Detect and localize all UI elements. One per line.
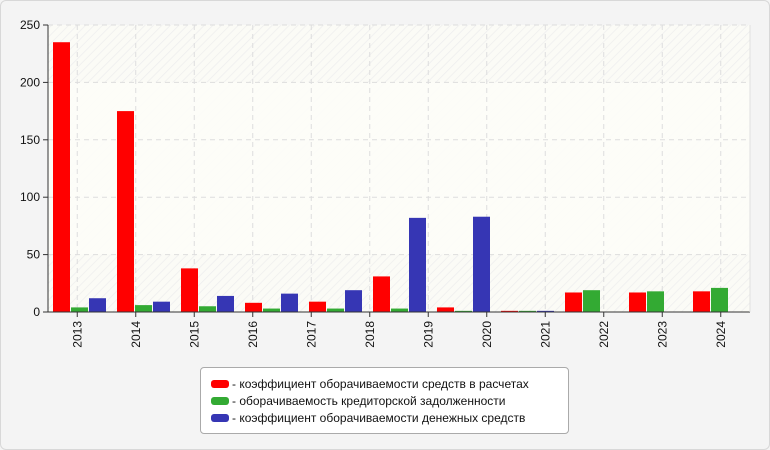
legend-label: - коэффициент оборачиваемости средств в … xyxy=(232,377,529,391)
y-tick-label: 200 xyxy=(20,75,40,89)
bar xyxy=(135,305,152,312)
bar xyxy=(217,295,234,312)
x-tick-label: 2021 xyxy=(538,321,552,348)
bar xyxy=(455,310,472,312)
y-tick-label: 50 xyxy=(27,248,41,262)
x-tick-label: 2019 xyxy=(421,321,435,348)
bar xyxy=(647,291,664,312)
plot-band xyxy=(48,82,750,255)
x-tick-label: 2014 xyxy=(129,321,143,348)
bar xyxy=(345,290,362,312)
x-tick-label: 2013 xyxy=(70,321,84,348)
bar xyxy=(245,302,262,312)
x-tick-label: 2017 xyxy=(304,321,318,348)
legend: - коэффициент оборачиваемости средств в … xyxy=(200,367,569,434)
bar xyxy=(501,310,518,312)
legend-swatch xyxy=(211,380,229,388)
legend-label: - коэффициент оборачиваемости денежных с… xyxy=(232,411,526,425)
x-tick-label: 2018 xyxy=(363,321,377,348)
bar xyxy=(53,42,70,312)
bar xyxy=(281,293,298,312)
bar xyxy=(629,292,646,312)
bar xyxy=(309,301,326,312)
bar xyxy=(711,287,728,312)
legend-swatch xyxy=(211,397,229,405)
bar xyxy=(153,301,170,312)
x-tick-label: 2016 xyxy=(246,321,260,348)
bar xyxy=(117,111,134,312)
bar xyxy=(181,268,198,312)
y-tick-label: 150 xyxy=(20,133,40,147)
x-tick-label: 2020 xyxy=(480,321,494,348)
bar xyxy=(519,310,536,312)
y-tick-label: 250 xyxy=(20,18,40,32)
x-tick-label: 2024 xyxy=(714,321,728,348)
legend-item-payables-turnover: - оборачиваемость кредиторской задолженн… xyxy=(211,393,505,409)
bar xyxy=(473,216,490,312)
y-tick-label: 100 xyxy=(20,190,40,204)
bar xyxy=(327,308,344,312)
x-tick-label: 2022 xyxy=(597,321,611,348)
legend-item-receivables-turnover: - коэффициент оборачиваемости средств в … xyxy=(211,376,529,392)
bar xyxy=(437,307,454,312)
bar xyxy=(391,308,408,312)
legend-label: - оборачиваемость кредиторской задолженн… xyxy=(232,394,506,408)
x-tick-label: 2015 xyxy=(187,321,201,348)
legend-swatch xyxy=(211,414,229,422)
bar xyxy=(71,307,88,312)
bar xyxy=(409,217,426,312)
bar xyxy=(199,306,216,312)
bar xyxy=(537,310,554,312)
bar xyxy=(565,292,582,312)
bar xyxy=(693,291,710,312)
x-tick-label: 2023 xyxy=(655,321,669,348)
bar xyxy=(373,276,390,312)
bar xyxy=(263,308,280,312)
bar xyxy=(583,290,600,312)
y-tick-label: 0 xyxy=(33,305,40,319)
legend-item-cash-turnover: - коэффициент оборачиваемости денежных с… xyxy=(211,410,525,426)
bar xyxy=(89,298,106,312)
